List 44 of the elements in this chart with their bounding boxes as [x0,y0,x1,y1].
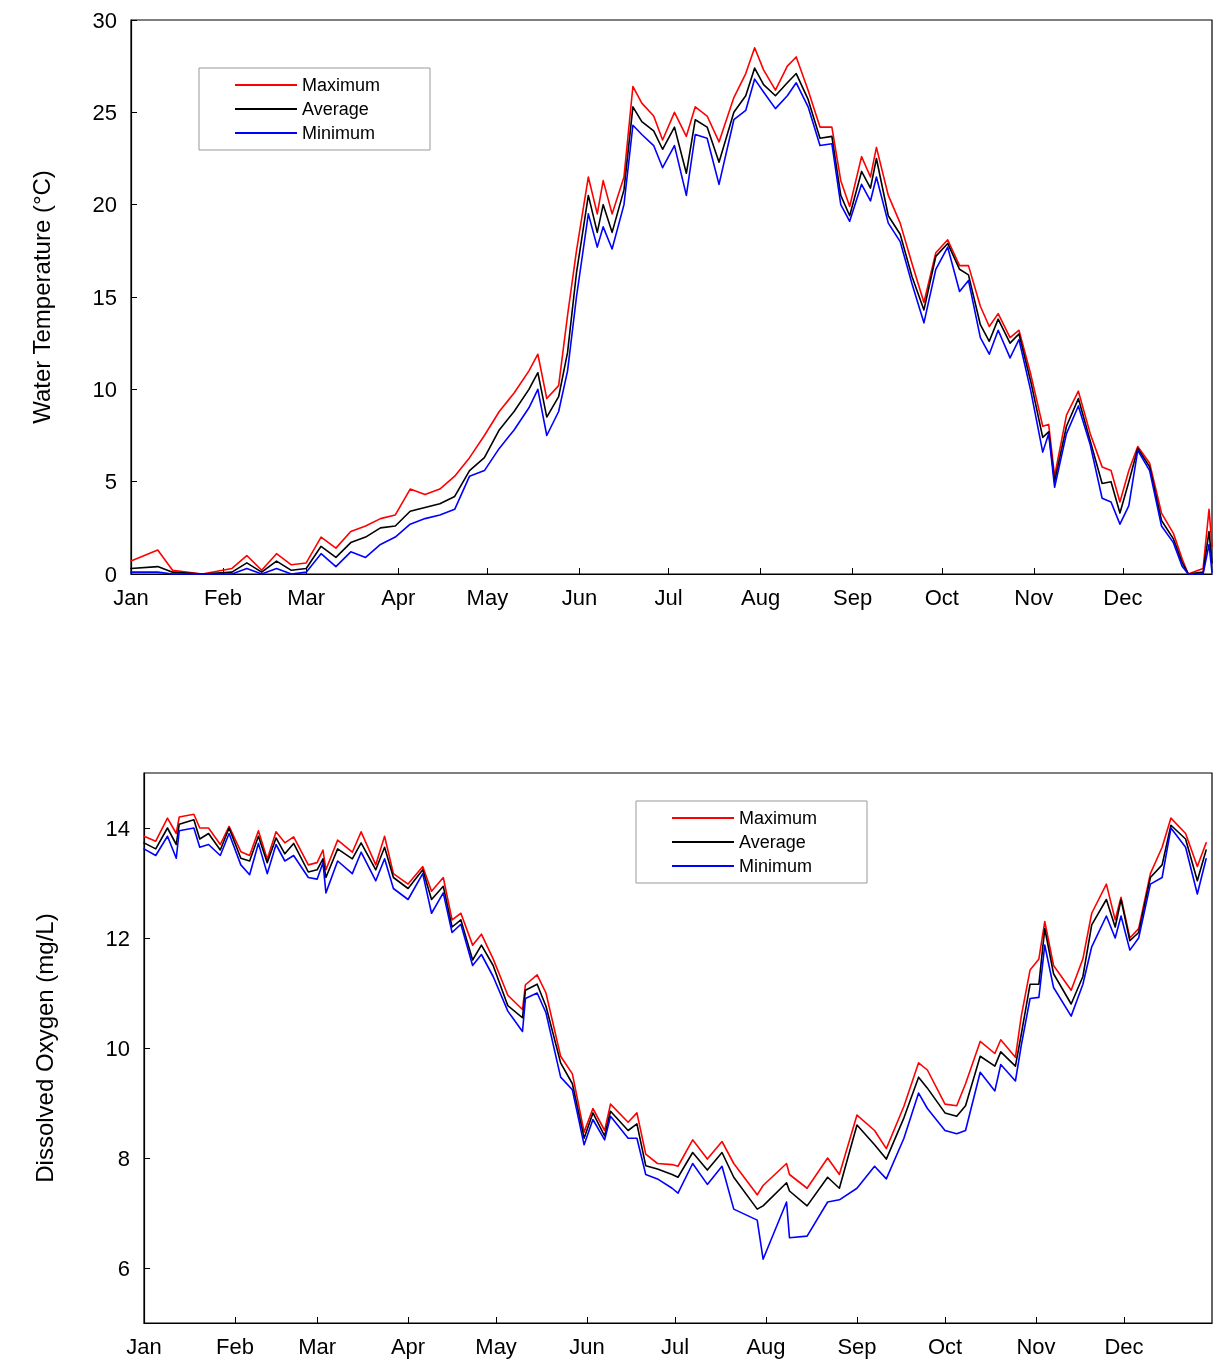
y-tick-label: 30 [92,7,117,33]
y-tick-label: 20 [92,192,117,218]
x-tick-label: May [475,1333,517,1359]
x-tick-label: Jul [654,584,683,610]
x-tick-label: Apr [381,584,416,610]
x-tick-label: Apr [390,1333,426,1359]
x-tick-label: Aug [741,584,781,610]
y-tick-label: 10 [92,376,117,402]
x-tick-label: Nov [1014,584,1054,610]
legend-label: Average [739,832,806,852]
legend-label: Minimum [302,123,376,143]
x-tick-label: Sep [833,584,873,610]
y-axis-title: Water Temperature (°C) [27,170,55,424]
legend-label: Average [302,99,369,119]
x-tick-label: Jun [561,584,598,610]
x-tick-label: Jan [113,584,149,610]
y-tick-label: 0 [104,561,117,587]
x-tick-label: Oct [927,1333,963,1359]
x-tick-label: Feb [216,1333,254,1359]
y-tick-label: 15 [92,284,117,310]
x-tick-label: May [466,584,509,610]
x-tick-label: Jan [126,1333,162,1359]
y-tick-label: 5 [104,469,117,495]
y-tick-label: 14 [105,815,130,841]
x-tick-label: Jul [661,1333,690,1359]
y-axis-title: Dissolved Oxygen (mg/L) [30,913,58,1183]
y-tick-label: 8 [117,1145,130,1171]
y-tick-label: 25 [92,99,117,125]
x-tick-label: Nov [1016,1333,1056,1359]
legend-label: Maximum [739,808,818,828]
x-tick-label: Dec [1103,584,1143,610]
x-tick-label: Mar [298,1333,337,1359]
y-tick-label: 6 [117,1255,130,1281]
x-tick-label: Jun [569,1333,605,1359]
x-tick-label: Aug [746,1333,786,1359]
x-tick-label: Sep [837,1333,877,1359]
x-tick-label: Feb [204,584,243,610]
y-tick-label: 10 [105,1035,130,1061]
x-tick-label: Oct [924,584,959,610]
y-tick-label: 12 [105,925,130,951]
legend-label: Maximum [302,75,381,95]
x-tick-label: Mar [287,584,326,610]
legend-label: Minimum [739,856,813,876]
x-tick-label: Dec [1104,1333,1144,1359]
